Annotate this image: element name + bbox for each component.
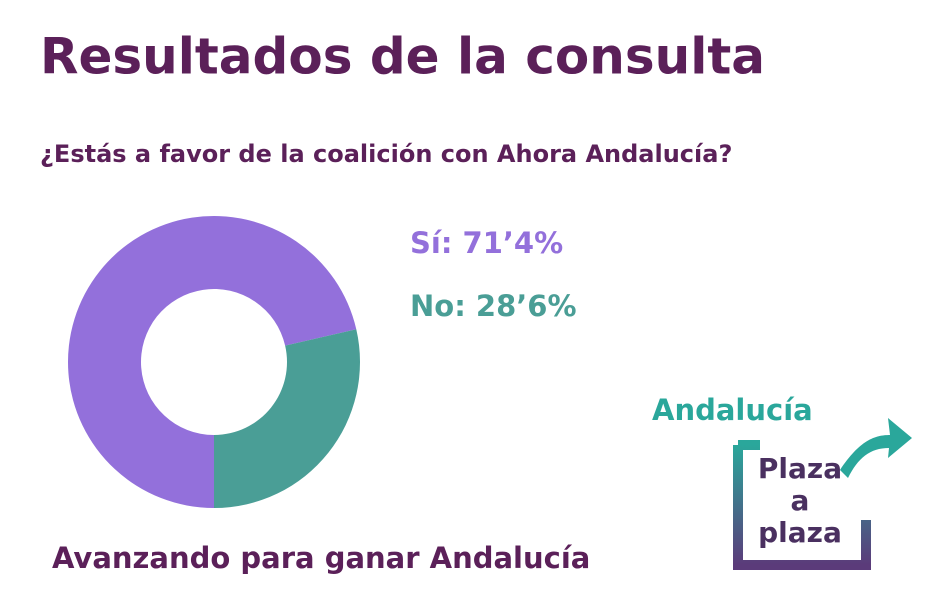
logo-line: a <box>791 484 810 517</box>
logo-title: Andalucía <box>652 393 813 427</box>
subtitle: ¿Estás a favor de la coalición con Ahora… <box>40 140 732 168</box>
logo-line: Plaza <box>758 452 842 485</box>
slice <box>67 216 357 509</box>
logo-arrow <box>840 418 912 478</box>
logo-line: plaza <box>758 516 842 549</box>
slice <box>214 329 360 508</box>
logo: Andalucía Plaza a plaza <box>652 393 912 570</box>
logo-box <box>733 440 871 570</box>
legend-label: No: 28’6% <box>410 289 577 323</box>
footer: Avanzando para ganar Andalucía <box>52 541 590 575</box>
title: Resultados de la consulta <box>40 28 765 86</box>
legend-label: Sí: 71’4% <box>410 226 563 260</box>
